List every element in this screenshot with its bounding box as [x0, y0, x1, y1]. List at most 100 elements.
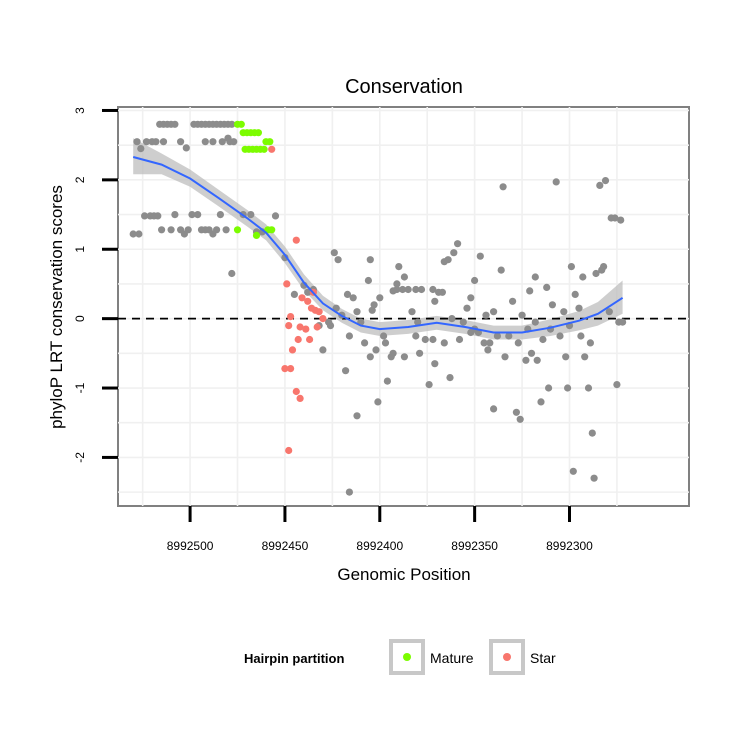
other-point: [399, 285, 407, 294]
y-tick-label: -2: [73, 452, 87, 463]
other-point: [171, 211, 179, 219]
other-point: [431, 360, 439, 368]
other-point: [133, 138, 141, 146]
star-point: [319, 315, 327, 323]
other-point: [531, 273, 539, 281]
other-point: [455, 335, 464, 344]
other-point: [400, 273, 408, 281]
other-point: [342, 367, 350, 375]
other-point: [366, 353, 374, 361]
x-tick-label: 8992400: [356, 539, 403, 553]
x-tick-label: 8992500: [167, 539, 214, 553]
other-point: [531, 318, 539, 326]
mature-point: [268, 226, 276, 234]
star-point: [285, 446, 293, 455]
other-point: [290, 290, 298, 298]
other-point: [514, 339, 522, 347]
other-point: [596, 181, 604, 189]
other-point: [366, 256, 374, 264]
other-point: [484, 346, 492, 354]
points-layer: [129, 120, 627, 496]
other-point: [448, 315, 456, 323]
other-point: [412, 285, 420, 294]
other-point: [304, 288, 312, 296]
other-point: [446, 374, 454, 382]
other-point: [556, 332, 564, 340]
other-point: [228, 269, 236, 278]
other-point: [512, 408, 521, 416]
other-point: [228, 120, 236, 128]
other-point: [343, 290, 352, 298]
other-point: [334, 256, 342, 264]
other-point: [560, 308, 568, 316]
legend-title: Hairpin partition: [244, 651, 344, 666]
other-point: [548, 301, 557, 309]
legend-label-mature: Mature: [430, 650, 474, 666]
other-point: [522, 356, 530, 364]
other-point: [171, 120, 179, 128]
other-point: [440, 339, 448, 347]
star-point: [304, 297, 312, 305]
x-axis-title: Genomic Position: [337, 565, 470, 584]
star-point: [298, 294, 306, 302]
other-point: [467, 328, 475, 337]
other-point: [194, 211, 202, 219]
mature-point: [233, 226, 242, 234]
star-point: [281, 365, 289, 373]
other-point: [417, 285, 426, 294]
other-point: [372, 346, 380, 354]
other-point: [431, 297, 439, 305]
smooth-line: [132, 156, 624, 334]
other-point: [539, 335, 547, 344]
y-tick-label: 2: [73, 176, 87, 183]
other-point: [617, 216, 625, 224]
other-point: [508, 297, 517, 305]
other-point: [444, 256, 452, 264]
other-point: [152, 138, 160, 146]
other-point: [395, 263, 403, 271]
other-point: [490, 308, 498, 316]
y-tick-label: 0: [73, 315, 87, 322]
other-point: [216, 211, 224, 219]
star-point: [285, 322, 293, 330]
star-point: [292, 387, 300, 396]
other-point: [577, 332, 585, 340]
other-point: [368, 306, 376, 314]
star-point: [296, 323, 304, 331]
other-point: [416, 349, 424, 357]
other-point: [567, 263, 576, 271]
other-point: [376, 294, 384, 302]
other-point: [429, 335, 437, 344]
other-point: [497, 266, 505, 274]
other-point: [619, 318, 627, 326]
other-point: [571, 290, 579, 298]
other-point: [545, 384, 553, 392]
other-point: [353, 412, 361, 420]
other-point: [404, 285, 412, 294]
other-point: [600, 263, 608, 271]
other-point: [349, 294, 357, 302]
other-point: [537, 398, 545, 406]
mature-point: [237, 120, 245, 128]
other-point: [581, 353, 589, 361]
star-point: [296, 394, 304, 402]
other-point: [345, 488, 353, 496]
other-point: [167, 226, 175, 234]
other-point: [319, 346, 327, 354]
other-point: [569, 467, 577, 475]
other-point: [486, 339, 494, 347]
other-point: [429, 285, 437, 294]
star-point: [292, 236, 300, 244]
other-point: [353, 308, 361, 316]
other-point: [184, 226, 192, 234]
other-point: [467, 294, 475, 302]
other-point: [177, 138, 185, 146]
mature-point: [252, 231, 261, 239]
other-point: [590, 474, 598, 482]
star-point: [294, 335, 302, 344]
other-point: [188, 211, 196, 219]
other-point: [471, 276, 479, 285]
other-point: [141, 212, 149, 220]
other-point: [129, 230, 137, 238]
